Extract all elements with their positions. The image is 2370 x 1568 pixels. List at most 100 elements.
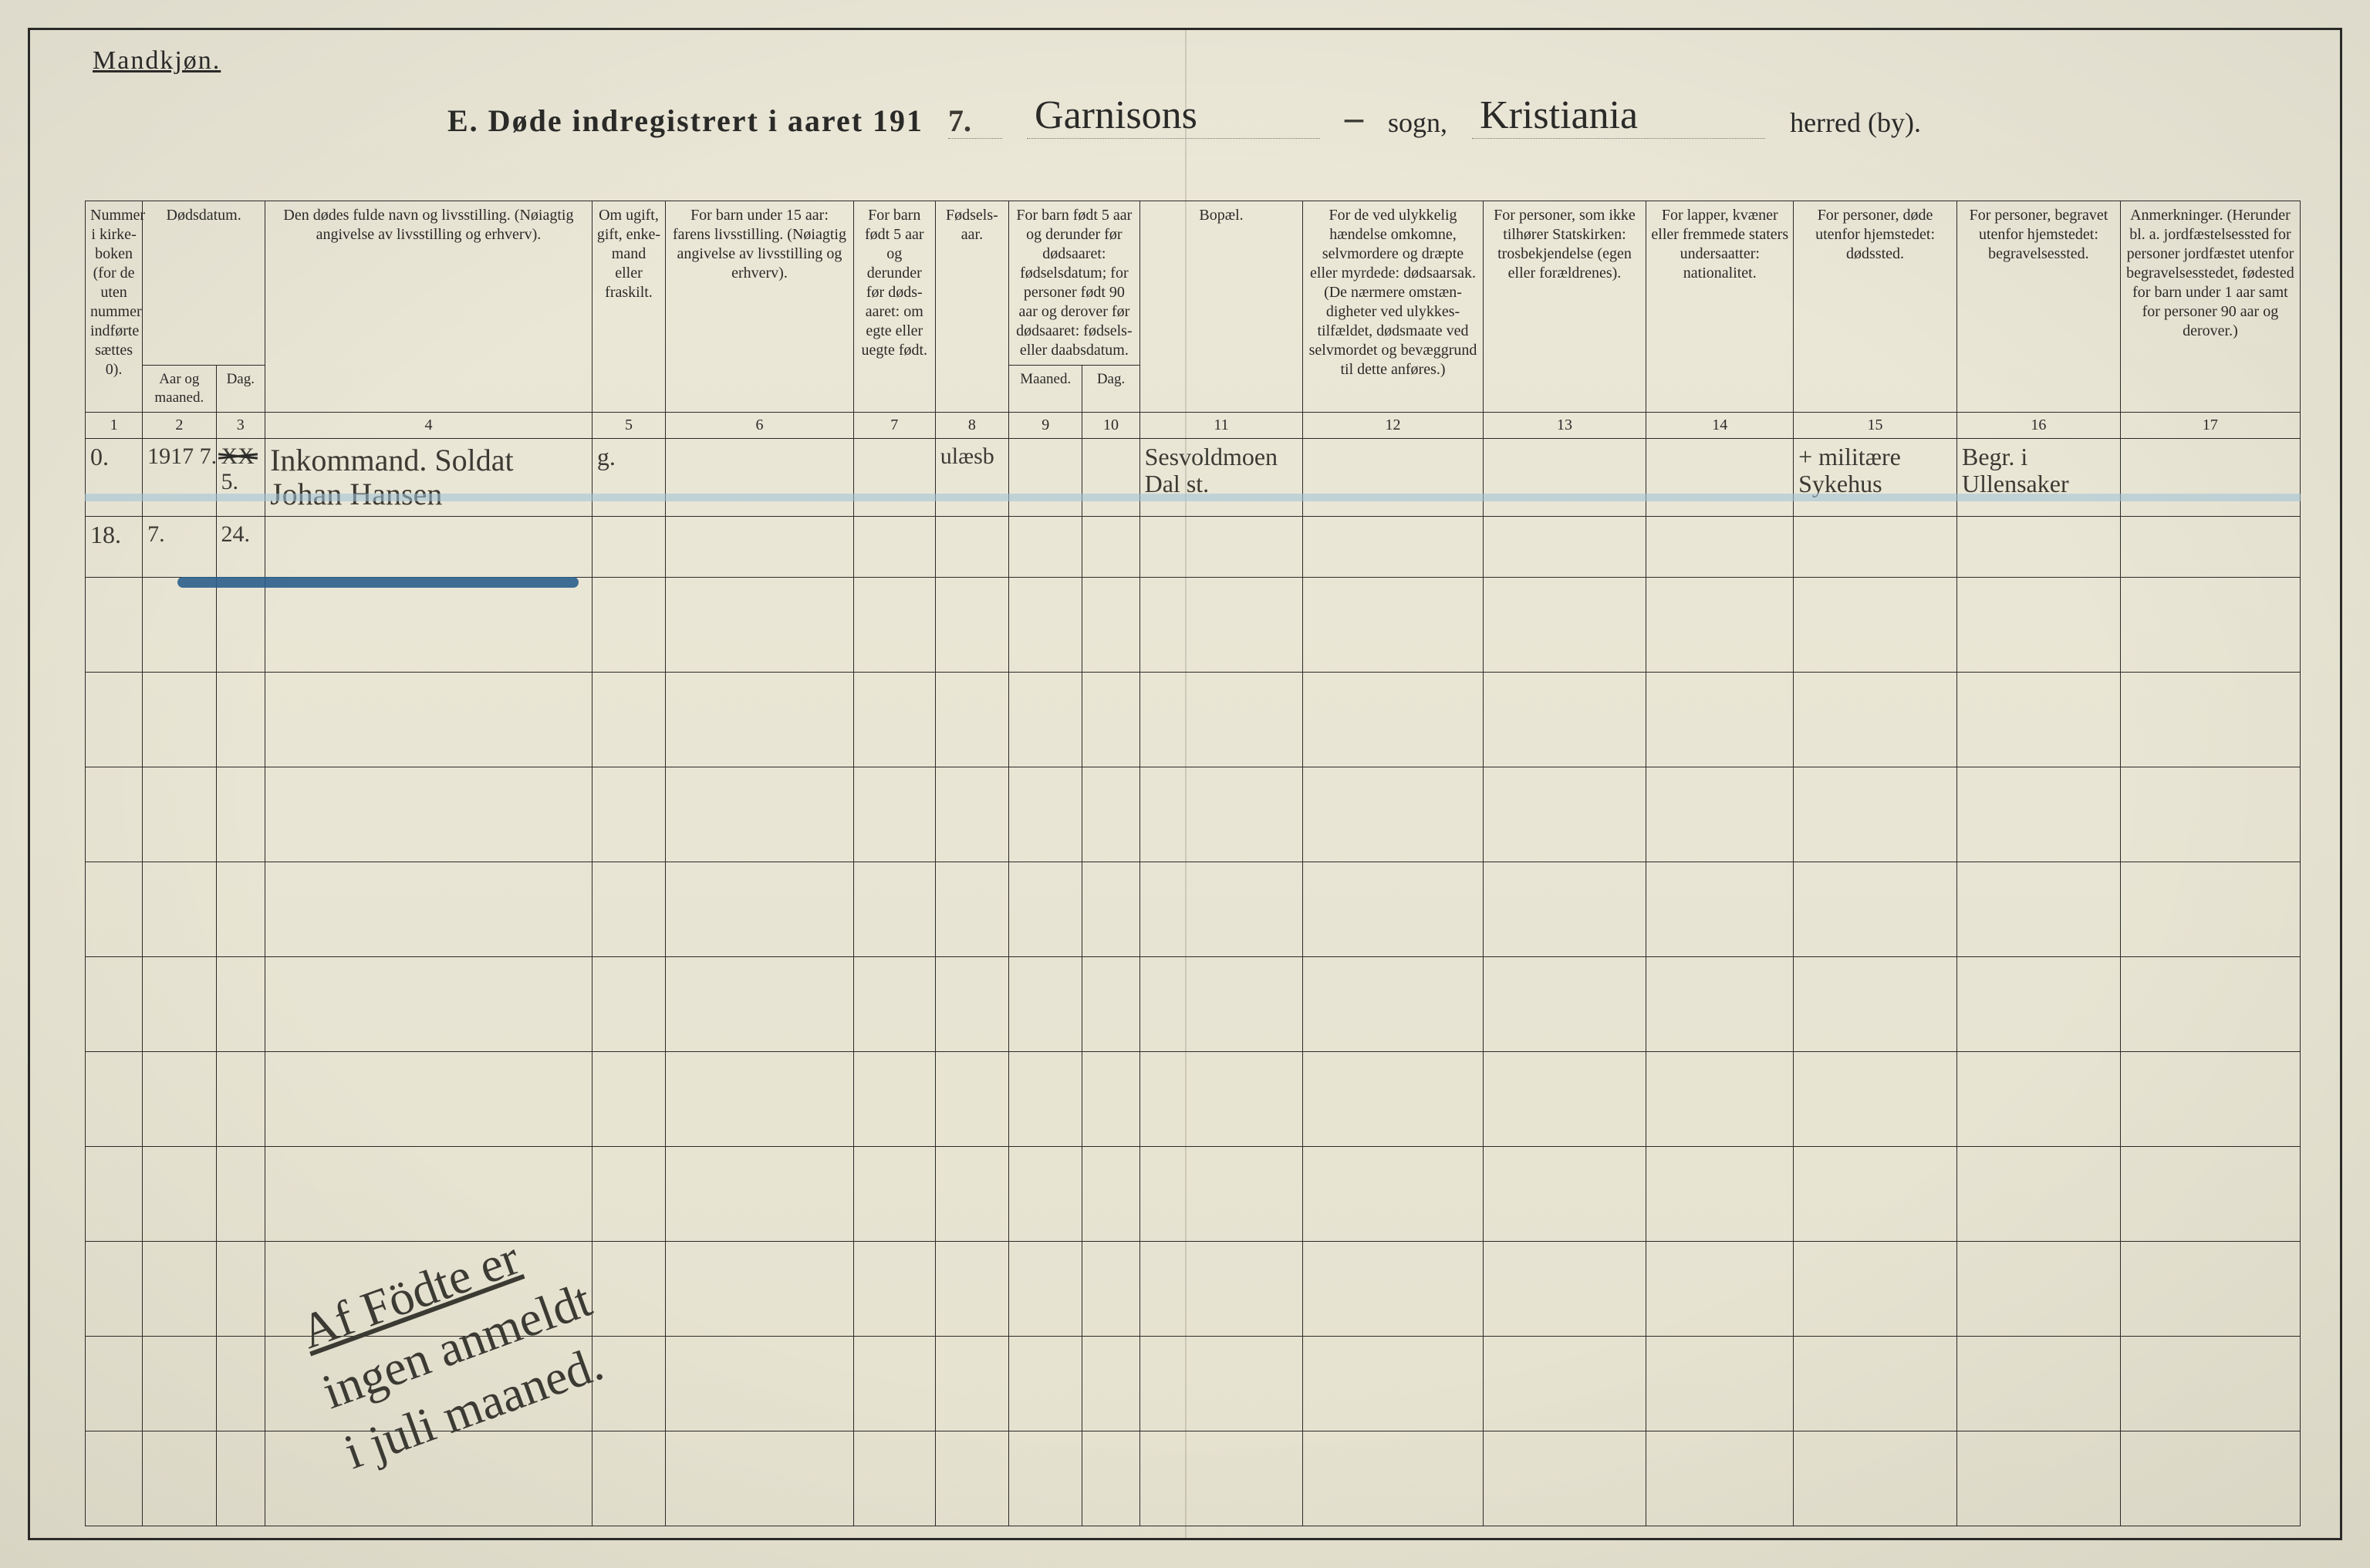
empty-cell: [265, 956, 592, 1051]
empty-cell: [1646, 1146, 1794, 1241]
empty-cell: [666, 1336, 854, 1431]
cell-yearmonth: 7.: [143, 516, 216, 577]
empty-cell: [143, 956, 216, 1051]
empty-cell: [666, 577, 854, 672]
cell-day: 24.: [216, 516, 265, 577]
coln-16: 16: [1956, 412, 2120, 438]
empty-cell: [853, 577, 935, 672]
empty-cell: [1483, 1431, 1646, 1526]
empty-cell: [2120, 956, 2300, 1051]
empty-cell: [935, 862, 1008, 956]
empty-cell: [143, 767, 216, 862]
empty-cell: [1646, 862, 1794, 956]
empty-cell: [1483, 862, 1646, 956]
empty-cell: [86, 1336, 143, 1431]
col-11-header: Bopæl.: [1139, 201, 1303, 413]
empty-cell: [143, 1336, 216, 1431]
cell-6: [666, 438, 854, 516]
empty-cell: [216, 672, 265, 767]
empty-cell: [853, 1431, 935, 1526]
empty-cell: [1139, 1336, 1303, 1431]
empty-cell: [853, 956, 935, 1051]
empty-cell: [143, 672, 216, 767]
coln-17: 17: [2120, 412, 2300, 438]
empty-cell: [1303, 1241, 1483, 1336]
empty-cell: [1303, 1051, 1483, 1146]
r1-name-l2: Johan Hansen: [270, 477, 442, 511]
cell-7: [853, 438, 935, 516]
cell-10: [1082, 438, 1139, 516]
head-row-nums: 1 2 3 4 5 6 7 8 9 10 11 12 13 14 15 16 1: [86, 412, 2301, 438]
table-row: [86, 1146, 2301, 1241]
table-row: [86, 767, 2301, 862]
empty-cell: [1082, 1431, 1139, 1526]
empty-cell: [1082, 767, 1139, 862]
empty-cell: [1303, 1336, 1483, 1431]
empty-cell: [1956, 1336, 2120, 1431]
empty-cell: [2120, 767, 2300, 862]
empty-cell: [1009, 577, 1082, 672]
empty-cell: [1646, 672, 1794, 767]
empty-cell: [592, 956, 665, 1051]
empty-cell: [1139, 1051, 1303, 1146]
r1-num: 0.: [90, 443, 109, 470]
empty-cell: [86, 956, 143, 1051]
coln-9: 9: [1009, 412, 1082, 438]
empty-cell: [2120, 672, 2300, 767]
empty-cell: [1794, 956, 1957, 1051]
col-6-header: For barn under 15 aar: farens livsstilli…: [666, 201, 854, 413]
parish-dash: –: [1345, 98, 1363, 139]
empty-cell: [1646, 1241, 1794, 1336]
empty-cell: [853, 1241, 935, 1336]
empty-cell: [1009, 1241, 1082, 1336]
empty-cell: [2120, 577, 2300, 672]
col-14-header: For lapper, kvæner eller fremmede stater…: [1646, 201, 1794, 413]
empty-cell: [666, 1241, 854, 1336]
empty-cell: [1794, 1146, 1957, 1241]
cell-17: [2120, 438, 2300, 516]
empty-cell: [1483, 577, 1646, 672]
coln-7: 7: [853, 412, 935, 438]
empty-cell: [666, 1051, 854, 1146]
cell-residence: Sesvoldmoen Dal st.: [1139, 438, 1303, 516]
r1-dp-l1: + militære: [1798, 443, 1901, 470]
empty-cell: [1646, 1336, 1794, 1431]
empty-cell: [86, 577, 143, 672]
empty-cell: [1009, 1336, 1082, 1431]
col-16-header: For personer, begravet utenfor hjemstede…: [1956, 201, 2120, 413]
empty-cell: [143, 1051, 216, 1146]
empty-cell: [1139, 672, 1303, 767]
cell-name: Inkommand. Soldat Johan Hansen: [265, 438, 592, 516]
cell-day: XX 5.: [216, 438, 265, 516]
coln-14: 14: [1646, 412, 1794, 438]
r2-day: 24.: [221, 521, 251, 547]
cell-deathplace: [1794, 516, 1957, 577]
empty-cell: [853, 1146, 935, 1241]
r1-bur-l2: Ullensaker: [1962, 470, 2069, 497]
empty-cell: [1303, 956, 1483, 1051]
empty-cell: [86, 1431, 143, 1526]
page: Mandkjøn. E. Døde indregistrert i aaret …: [0, 0, 2370, 1568]
coln-2: 2: [143, 412, 216, 438]
herred-label: herred (by).: [1790, 106, 1921, 139]
empty-cell: [1794, 767, 1957, 862]
coln-11: 11: [1139, 412, 1303, 438]
empty-cell: [216, 767, 265, 862]
col-13-header: For personer, som ikke tilhører Statskir…: [1483, 201, 1646, 413]
empty-cell: [1646, 767, 1794, 862]
empty-cell: [1303, 672, 1483, 767]
empty-cell: [1009, 956, 1082, 1051]
r1-civil: g.: [597, 443, 616, 470]
r1-day: 5.: [221, 469, 239, 494]
empty-cell: [853, 1336, 935, 1431]
empty-cell: [1956, 862, 2120, 956]
empty-cell: [86, 1241, 143, 1336]
gender-label: Mandkjøn.: [93, 46, 221, 76]
empty-cell: [1082, 1146, 1139, 1241]
ledger-wrap: Nummer i kirke­boken (for de uten nummer…: [85, 201, 2301, 1499]
coln-3: 3: [216, 412, 265, 438]
col-12-header: For de ved ulykkelig hændelse omkomne, s…: [1303, 201, 1483, 413]
r1-name-l1: Inkommand. Soldat: [270, 443, 514, 477]
empty-cell: [592, 862, 665, 956]
sogn-label: sogn,: [1388, 106, 1447, 139]
